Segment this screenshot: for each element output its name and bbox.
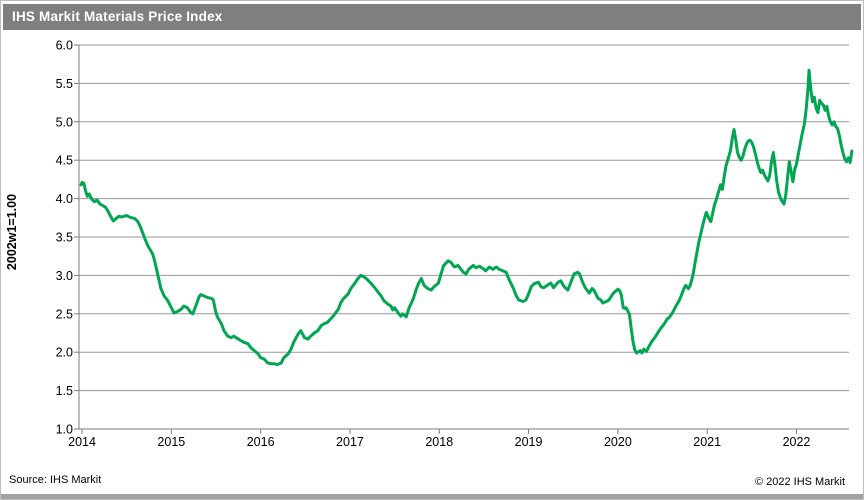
x-tick-label: 2015 [157, 435, 185, 449]
source-note: Source: IHS Markit [9, 474, 102, 486]
x-tick-label: 2017 [336, 435, 364, 449]
materials-price-index-line [79, 68, 854, 366]
x-tick-label: 2021 [693, 435, 721, 449]
y-tick-label: 1.0 [56, 423, 73, 437]
axes [74, 44, 797, 434]
x-tick-label: 2019 [515, 435, 543, 449]
y-tick-label: 4.0 [56, 192, 73, 206]
copyright-note: © 2022 IHS Markit [754, 476, 845, 488]
gridlines [79, 44, 849, 430]
y-tick-label: 3.5 [56, 231, 73, 245]
y-tick-label: 2.5 [56, 307, 73, 321]
x-tick-label: 2018 [425, 435, 453, 449]
y-tick-label: 2.0 [56, 346, 73, 360]
x-tick-label: 2020 [604, 435, 632, 449]
y-tick-label: 5.0 [56, 115, 73, 129]
y-tick-label: 4.5 [56, 154, 73, 168]
window-bottom-edge [1, 494, 863, 499]
chart-title-bar: IHS Markit Materials Price Index [3, 4, 861, 30]
y-axis-title: 2002w1=1.00 [5, 194, 19, 270]
y-tick-label: 1.5 [56, 384, 73, 398]
chart-title: IHS Markit Materials Price Index [12, 9, 223, 24]
x-tick-label: 2016 [247, 435, 275, 449]
x-tick-label: 2014 [68, 435, 96, 449]
x-tick-label: 2022 [783, 435, 811, 449]
y-tick-label: 3.0 [56, 269, 73, 283]
y-tick-label: 5.5 [56, 77, 73, 91]
y-tick-label: 6.0 [56, 39, 73, 53]
